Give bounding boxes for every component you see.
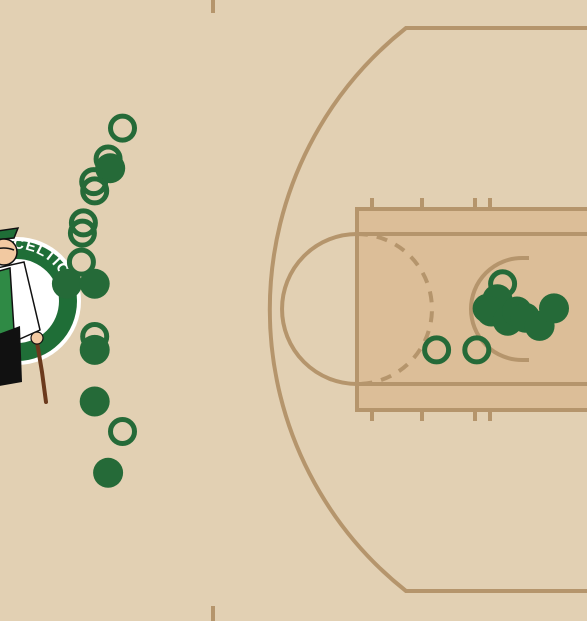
missed-shot-marker [108,113,137,143]
free-throw-circle-outer [280,232,358,386]
missed-shot-marker [68,208,98,238]
missed-shot-marker [108,417,137,446]
made-shot-marker [79,334,110,365]
celtics-logo-icon: CELTICS [0,227,81,404]
three-point-line [267,26,587,593]
missed-shot-marker [422,335,452,365]
missed-shot-marker [66,247,96,277]
free-throw-circle-inner [356,232,434,386]
made-shot-marker [79,268,110,299]
restricted-area-arc [469,256,529,362]
made-shot-marker [79,386,110,417]
missed-shot-marker [67,218,97,248]
made-shot-marker [93,457,124,488]
missed-shot-marker [462,335,492,365]
made-shot-marker [51,268,82,299]
made-shot-marker [539,293,569,324]
shot-markers [51,113,569,488]
missed-shot-marker [80,176,110,206]
